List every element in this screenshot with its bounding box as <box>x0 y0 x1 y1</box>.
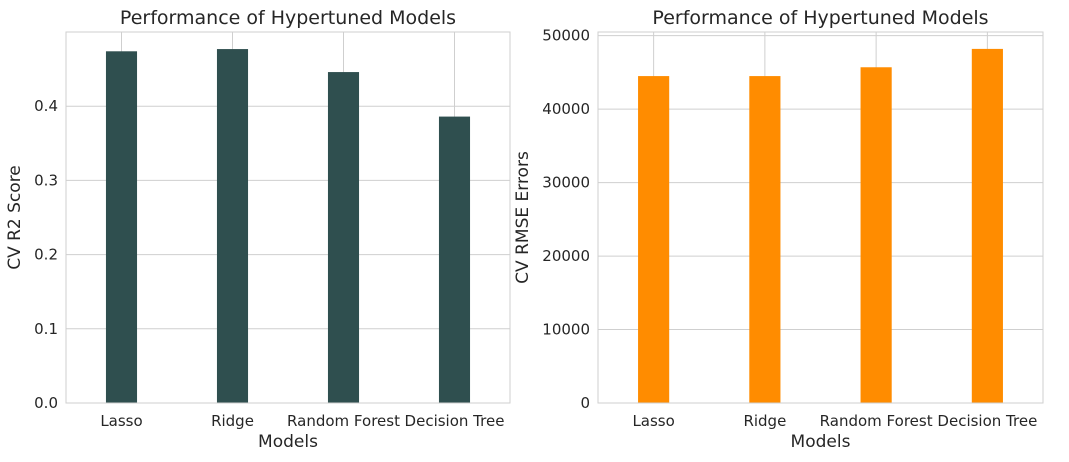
chart-title: Performance of Hypertuned Models <box>120 7 456 29</box>
x-tick-label: Random Forest <box>820 412 933 430</box>
y-tick-label: 0.1 <box>34 320 58 338</box>
y-tick-label: 30000 <box>542 174 590 192</box>
y-tick-label: 0 <box>580 394 590 412</box>
x-tick-label: Random Forest <box>287 412 400 430</box>
x-tick-label: Lasso <box>100 412 142 430</box>
x-tick-label: Ridge <box>743 412 786 430</box>
x-tick-label: Decision Tree <box>405 412 505 430</box>
bar-decision-tree <box>971 48 1003 403</box>
x-tick-label: Lasso <box>632 412 674 430</box>
y-tick-label: 0.3 <box>34 171 58 189</box>
y-tick-label: 0.4 <box>34 97 58 115</box>
y-tick-label: 50000 <box>542 27 590 45</box>
plot-frame <box>65 31 511 404</box>
y-tick-label: 20000 <box>542 247 590 265</box>
x-tick-label: Ridge <box>211 412 254 430</box>
y-tick-label: 0.2 <box>34 246 58 264</box>
chart-2: 0 10000 20000 30000 40000 50000 Lasso Ridge Rand… <box>513 7 1044 452</box>
bar-ridge <box>216 49 249 403</box>
y-tick-label: 40000 <box>542 100 590 118</box>
plot-frame <box>597 31 1044 404</box>
bar-random-forest <box>327 72 360 404</box>
y-axis-label: CV RMSE Errors <box>513 151 533 284</box>
bar-lasso <box>638 76 670 403</box>
chart-title: Performance of Hypertuned Models <box>652 7 988 29</box>
bar-decision-tree <box>438 116 471 403</box>
bar-ridge <box>749 76 781 403</box>
x-tick-label: Decision Tree <box>937 412 1037 430</box>
bar-lasso <box>105 51 138 404</box>
x-axis-label: Models <box>791 432 851 452</box>
chart-1: 0.0 0.1 0.2 0.3 0.4 Lasso Ridge Random Forest De… <box>5 7 511 452</box>
y-tick-label: 10000 <box>542 321 590 339</box>
y-axis-label: CV R2 Score <box>5 165 25 270</box>
bar-random-forest <box>860 67 892 403</box>
y-tick-label: 0.0 <box>34 394 58 412</box>
x-axis-label: Models <box>258 432 318 452</box>
